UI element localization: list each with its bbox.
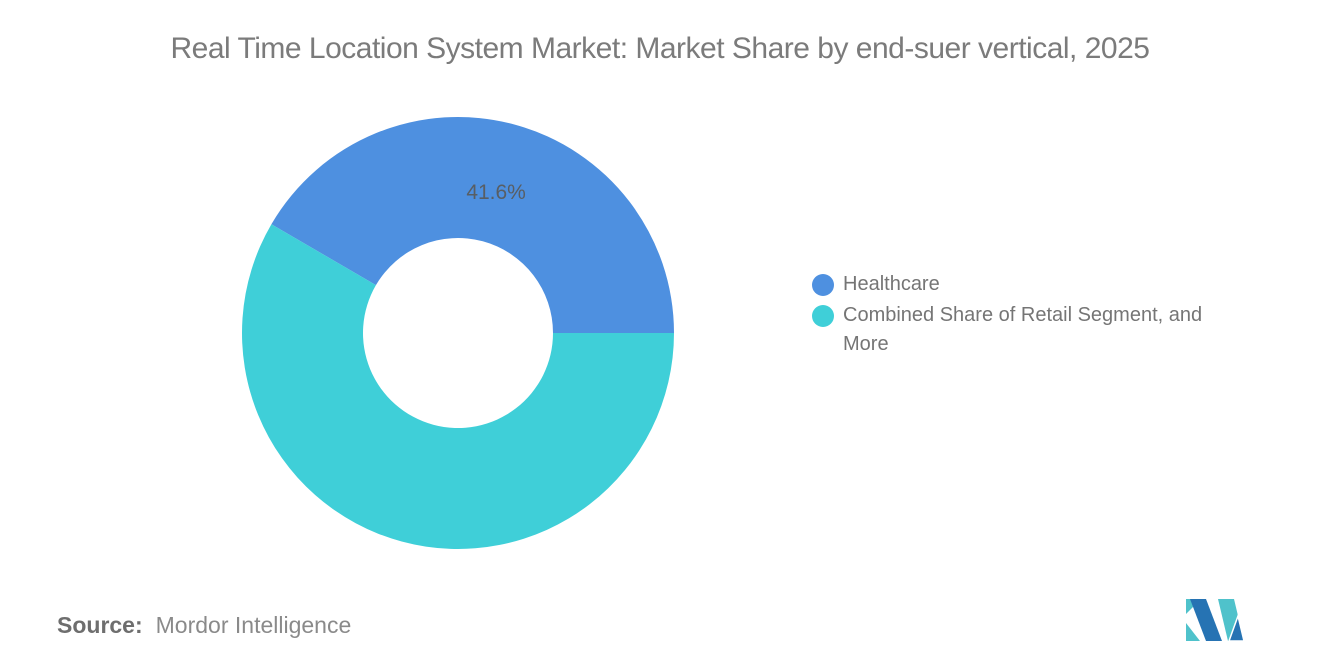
legend: Healthcare Combined Share of Retail Segm…	[812, 270, 1245, 361]
mordor-intelligence-logo-svg	[1186, 599, 1245, 642]
donut-chart: 41.6%	[238, 113, 678, 553]
legend-item-retail-segment[interactable]: Combined Share of Retail Segment, and Mo…	[812, 301, 1245, 359]
legend-label-healthcare: Healthcare	[843, 273, 940, 295]
source-line: Source: Mordor Intelligence	[57, 612, 351, 639]
slice-label: 41.6%	[466, 181, 526, 204]
chart-title: Real Time Location System Market: Market…	[170, 32, 1150, 65]
legend-swatch-retail-segment	[812, 305, 834, 327]
legend-label-retail-segment: Combined Share of Retail Segment, and Mo…	[843, 304, 1203, 355]
source-text: Mordor Intelligence	[155, 612, 352, 638]
logo-teal-tri-bl	[1186, 623, 1200, 641]
mordor-intelligence-logo	[1186, 599, 1250, 642]
source-prefix: Source:	[57, 612, 143, 638]
logo-blue-band	[1190, 599, 1222, 641]
slice-combined-share-of-retail-segment-and-more[interactable]	[242, 224, 674, 549]
donut-chart-svg[interactable]: 41.6%	[238, 113, 678, 553]
slice-healthcare[interactable]	[271, 116, 674, 333]
legend-item-healthcare[interactable]: Healthcare	[812, 270, 1245, 299]
legend-swatch-healthcare	[812, 274, 834, 296]
